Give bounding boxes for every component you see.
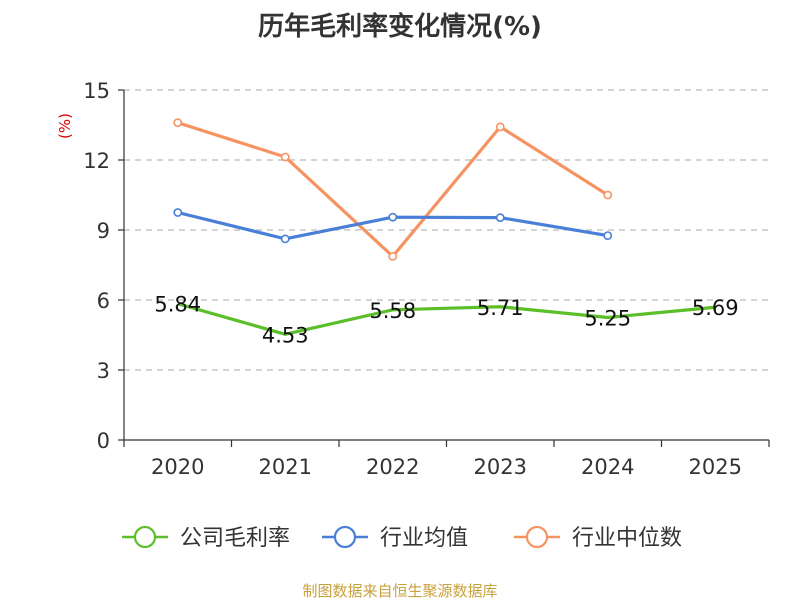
y-tick-label: 9: [97, 219, 110, 243]
legend-item-0[interactable]: 公司毛利率: [122, 525, 290, 551]
legend-marker: [525, 525, 549, 549]
data-label: 5.58: [369, 299, 416, 323]
x-tick-label: 2020: [151, 455, 204, 479]
gridlines: [124, 89, 769, 371]
axes: 0 3 6 9 12 15 2020 2021 2022 2023 2024 2025: [83, 79, 770, 479]
y-tick-label: 12: [83, 149, 110, 173]
data-point: [280, 152, 290, 162]
data-point: [173, 208, 183, 217]
legend-item-1[interactable]: 行业均值: [322, 525, 468, 551]
series-line-2: [177, 121, 609, 258]
data-point: [495, 122, 505, 132]
data-point: [495, 213, 505, 223]
data-point: [388, 251, 398, 261]
data-point: [280, 234, 290, 244]
legend-marker: [333, 525, 357, 549]
y-tick-label: 15: [83, 79, 110, 103]
data-label: 4.53: [262, 323, 309, 347]
y-tick-label: 3: [97, 359, 110, 383]
chart-title: 历年毛利率变化情况(%): [258, 12, 542, 42]
data-labels: 5.84 4.53 5.58 5.71 5.25 5.69: [154, 293, 738, 348]
legend-label: 行业中位数: [572, 526, 682, 551]
data-point: [603, 190, 613, 200]
y-tick-label: 6: [97, 289, 110, 313]
data-point: [388, 212, 398, 222]
series-line-0: [177, 302, 716, 336]
legend-label: 公司毛利率: [180, 526, 290, 551]
x-tick-label: 2022: [366, 455, 419, 479]
legend-marker: [133, 525, 157, 549]
x-tick-label: 2024: [581, 455, 634, 479]
x-tick-label: 2023: [474, 455, 527, 479]
legend-item-2[interactable]: 行业中位数: [514, 525, 682, 551]
x-tick-label: 2021: [259, 455, 312, 479]
x-tick-label: 2025: [689, 455, 742, 479]
legend-label: 行业均值: [380, 526, 468, 551]
series-lines: [173, 118, 716, 336]
y-axis-unit-label: (%): [56, 113, 74, 139]
data-point: [603, 231, 613, 240]
legend[interactable]: 公司毛利率 行业均值 行业中位数: [122, 525, 682, 551]
data-label: 5.84: [154, 293, 201, 317]
data-point: [173, 118, 183, 128]
data-label: 5.71: [477, 296, 524, 320]
y-tick-label: 0: [97, 429, 110, 453]
data-label: 5.69: [692, 296, 739, 320]
data-label: 5.25: [584, 307, 631, 331]
source-note: 制图数据来自恒生聚源数据库: [302, 582, 498, 600]
